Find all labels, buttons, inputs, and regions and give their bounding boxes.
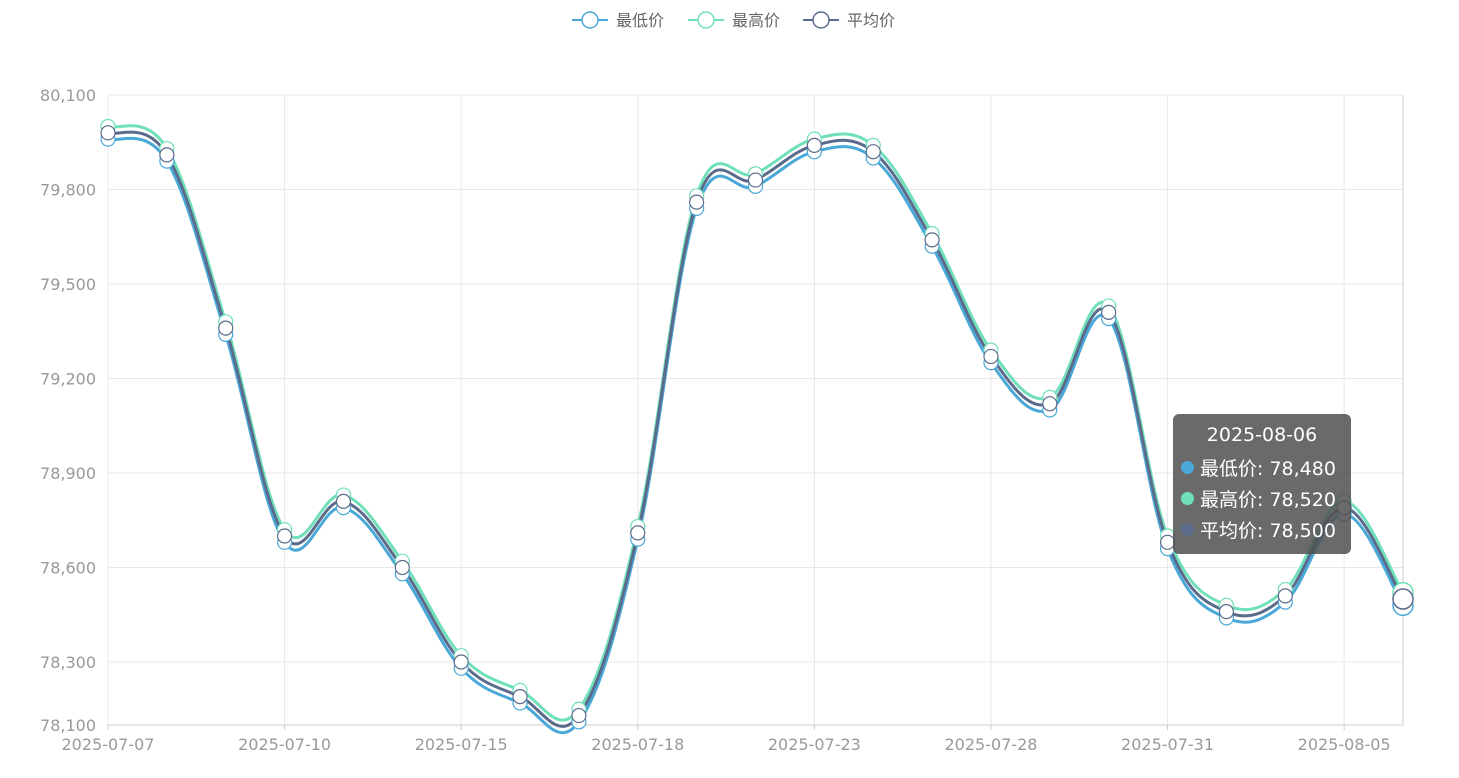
x-tick-label: 2025-08-05 xyxy=(1298,735,1391,754)
point-avg xyxy=(689,194,705,210)
legend-label: 平均价 xyxy=(847,11,895,30)
y-tick-label: 79,200 xyxy=(40,370,96,389)
point-avg xyxy=(1042,396,1058,412)
point-avg xyxy=(218,320,234,336)
x-tick-label: 2025-07-10 xyxy=(238,735,331,754)
legend-marker-icon xyxy=(581,11,599,29)
legend-marker-icon xyxy=(697,11,715,29)
x-tick-label: 2025-07-18 xyxy=(591,735,684,754)
point-avg xyxy=(335,493,352,509)
point-avg xyxy=(1218,603,1235,620)
point-avg xyxy=(276,528,293,544)
tooltip-label-high: 最高价: 78,520 xyxy=(1200,489,1336,511)
tooltip-dot-high xyxy=(1181,492,1194,505)
y-tick-label: 78,900 xyxy=(40,464,96,483)
legend-label: 最低价 xyxy=(616,11,664,30)
point-avg xyxy=(571,707,587,724)
tooltip-dot-avg xyxy=(1181,523,1194,536)
point-avg xyxy=(924,232,940,248)
point-avg xyxy=(159,147,175,163)
y-tick-label: 78,100 xyxy=(40,716,96,735)
legend-item-high[interactable]: 最高价 xyxy=(688,11,780,30)
legend[interactable]: 最低价 最高价 平均价 xyxy=(572,11,895,30)
tooltip-dot-low xyxy=(1181,461,1194,474)
point-avg xyxy=(1277,588,1293,604)
axis-layer: 80,100 79,800 79,500 79,200 78,900 78,600 78,3… xyxy=(40,86,1404,754)
point-avg xyxy=(512,689,528,705)
x-tick-label: 2025-07-07 xyxy=(62,735,155,754)
point-avg xyxy=(983,348,999,365)
tooltip: 2025-08-06 最低价: 78,480 最高价: 78,520 平均价: … xyxy=(1173,414,1351,554)
tooltip-row-high: 最高价: 78,520 xyxy=(1181,483,1343,514)
point-avg xyxy=(100,125,116,141)
y-tick-label: 79,800 xyxy=(40,181,96,200)
tooltip-row-low: 最低价: 78,480 xyxy=(1181,452,1343,483)
point-avg xyxy=(453,654,469,670)
y-tick-label: 78,300 xyxy=(40,653,96,672)
x-tick-label: 2025-07-31 xyxy=(1121,735,1214,754)
grid-layer xyxy=(107,94,1403,726)
legend-label: 最高价 xyxy=(732,11,780,30)
y-tick-label: 79,500 xyxy=(40,275,96,294)
point-avg xyxy=(806,137,822,153)
tooltip-row-avg: 平均价: 78,500 xyxy=(1181,514,1343,545)
tooltip-label-avg: 平均价: 78,500 xyxy=(1200,520,1336,542)
x-tick-label: 2025-07-15 xyxy=(415,735,508,754)
point-avg xyxy=(747,172,764,188)
tooltip-label-low: 最低价: 78,480 xyxy=(1200,458,1336,480)
x-tick-label: 2025-07-23 xyxy=(768,735,861,754)
legend-marker-icon xyxy=(812,11,830,29)
y-tick-label: 80,100 xyxy=(40,86,96,105)
legend-item-avg[interactable]: 平均价 xyxy=(803,11,895,30)
point-avg xyxy=(394,559,410,576)
tooltip-title: 2025-08-06 xyxy=(1206,424,1318,446)
point-avg xyxy=(630,525,646,541)
legend-item-low[interactable]: 最低价 xyxy=(572,11,664,30)
point-avg xyxy=(1392,588,1414,610)
point-avg xyxy=(1101,304,1117,320)
x-tick-label: 2025-07-28 xyxy=(944,735,1037,754)
y-tick-label: 78,600 xyxy=(40,559,96,578)
point-avg xyxy=(865,144,881,160)
